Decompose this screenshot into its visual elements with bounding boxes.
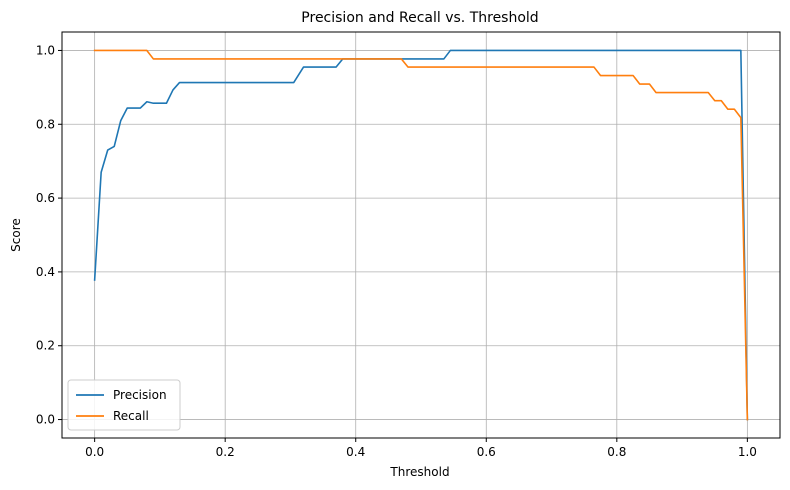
series-line-precision bbox=[93, 49, 749, 421]
y-tick-label: 0.8 bbox=[36, 117, 55, 131]
series-line-recall bbox=[93, 49, 749, 421]
plot-area-border bbox=[61, 31, 781, 439]
chart-title: Precision and Recall vs. Threshold bbox=[301, 10, 538, 26]
y-tick-label: 0.2 bbox=[36, 339, 55, 353]
y-tick-label: 0.4 bbox=[36, 265, 55, 279]
x-axis-title: Threshold bbox=[389, 465, 449, 479]
legend-label-precision: Precision bbox=[113, 388, 167, 402]
x-tick-label: 0.8 bbox=[607, 445, 626, 459]
x-tick-label: 0.4 bbox=[346, 445, 365, 459]
y-axis-title: Score bbox=[9, 218, 23, 252]
y-tick-label: 0.0 bbox=[36, 413, 55, 427]
y-tick-label: 1.0 bbox=[36, 43, 55, 57]
y-tick-label: 0.6 bbox=[36, 191, 55, 205]
x-axis: 0.0 0.2 0.4 0.6 0.8 1.0 bbox=[85, 438, 757, 459]
x-tick-label: 1.0 bbox=[738, 445, 757, 459]
x-tick-label: 0.2 bbox=[216, 445, 235, 459]
series-layer bbox=[93, 49, 749, 421]
legend-box bbox=[67, 379, 181, 431]
legend: Precision Recall bbox=[67, 379, 181, 431]
legend-label-recall: Recall bbox=[113, 409, 149, 423]
grid bbox=[62, 32, 780, 438]
y-axis: 0.0 0.2 0.4 0.6 0.8 1.0 bbox=[36, 43, 62, 427]
x-tick-label: 0.6 bbox=[477, 445, 496, 459]
x-tick-label: 0.0 bbox=[85, 445, 104, 459]
